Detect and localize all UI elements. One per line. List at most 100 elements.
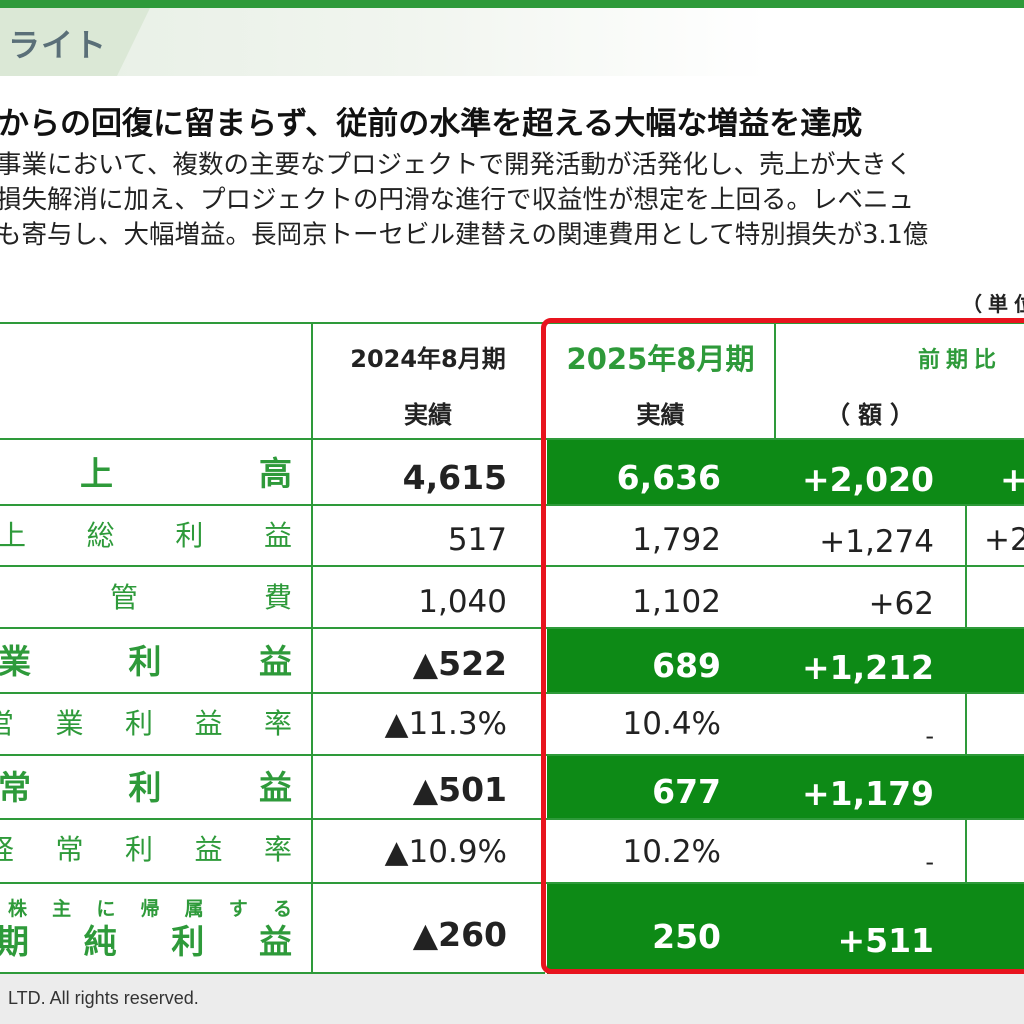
- table-header-divider: [0, 438, 1024, 440]
- table-col-divider: [965, 692, 967, 754]
- label-char: 率: [263, 707, 292, 740]
- label-char: 益: [194, 707, 223, 740]
- label-char: 利: [175, 519, 204, 552]
- label-char: 業: [55, 707, 84, 740]
- label-char: 上: [80, 454, 113, 493]
- table-row-divider: [0, 754, 1024, 756]
- label-char: 総: [86, 519, 115, 552]
- label-char: 益: [194, 833, 223, 866]
- label-char: 高: [259, 454, 292, 493]
- label-char: 益: [258, 922, 292, 961]
- label-char: 利: [124, 707, 153, 740]
- row-label-ordinary-income: 常 利 益: [0, 762, 292, 808]
- label-char: 益: [259, 768, 292, 807]
- cell-fy2024-net-income: ▲260: [412, 914, 507, 954]
- cell-fy2024-sales: 4,615: [402, 457, 507, 497]
- label-char: 率: [263, 833, 292, 866]
- label-char: 費: [263, 581, 292, 614]
- label-char: 上: [0, 519, 27, 552]
- summary-line: も寄与し、大幅増益。長岡京トーセビル建替えの関連費用として特別損失が3.1億: [0, 220, 929, 250]
- row-label-gross-profit: 上 総 利 益: [0, 512, 292, 556]
- label-char: 利: [171, 922, 205, 961]
- header-fy2025-sub: 実績: [636, 400, 685, 429]
- table-border-top: [0, 322, 1024, 324]
- summary-line: 損失解消に加え、プロジェクトの円滑な進行で収益性が想定を上回る。レベニュ: [0, 185, 915, 215]
- highlight-band-ordinary-income: [547, 755, 1024, 819]
- summary-text: 事業において、複数の主要なプロジェクトで開発活動が活発化し、売上が大きく 損失解…: [0, 148, 928, 253]
- cell-fy2025-ordinary-margin: 10.2%: [622, 834, 721, 870]
- cell-yoy-sga: +62: [868, 586, 934, 622]
- row-label-sga: 管 費: [110, 574, 292, 618]
- label-char: 業: [0, 642, 31, 681]
- label-char: 利: [128, 642, 162, 681]
- fy2025-highlight-frame: [541, 318, 1024, 974]
- unit-label: （単位: [962, 292, 1024, 316]
- cell-fy2024-operating-margin: ▲11.3%: [384, 706, 507, 742]
- row-label-net-income: 期 純 利 益: [0, 916, 292, 962]
- highlight-band-operating-income: [547, 628, 1024, 692]
- label-char: 属: [184, 898, 204, 920]
- cell-yoy-net-income: +511: [837, 920, 934, 960]
- cell-fy2025-sga: 1,102: [632, 584, 721, 620]
- table-border-bottom: [0, 972, 545, 974]
- header-fy2024-period: 2024年8月期: [350, 344, 506, 373]
- section-title: ライト: [8, 26, 108, 64]
- label-char: す: [228, 898, 248, 920]
- cell-fy2025-sales: 6,636: [616, 457, 721, 497]
- table-row-divider: [0, 882, 1024, 884]
- label-char: 株: [8, 898, 28, 920]
- header-yoy: 前期比: [918, 348, 1003, 373]
- cell-yoy-sales: +2,020: [801, 459, 934, 499]
- label-char: 常: [0, 768, 31, 807]
- cell-fy2024-operating-income: ▲522: [412, 643, 507, 683]
- top-accent-bar: [0, 0, 1024, 8]
- label-char: 常: [55, 833, 84, 866]
- header-yoy-amount: （額）: [826, 400, 922, 429]
- cell-fy2025-ordinary-income: 677: [652, 771, 721, 811]
- table-col-divider: [965, 818, 967, 882]
- label-char: 益: [259, 642, 292, 681]
- cell-yoy-operating-income: +1,212: [801, 647, 934, 687]
- summary-line: 事業において、複数の主要なプロジェクトで開発活動が活発化し、売上が大きく: [0, 150, 912, 180]
- table-row-divider: [0, 818, 1024, 820]
- cell-fy2025-gross-profit: 1,792: [632, 522, 721, 558]
- cell-yoy-ordinary-margin: -: [925, 848, 934, 876]
- label-char: 管: [110, 581, 139, 614]
- header-fy2024-sub: 実績: [404, 400, 452, 429]
- cell-fy2024-ordinary-income: ▲501: [412, 769, 507, 809]
- label-char: 帰: [140, 898, 160, 920]
- cell-fy2024-gross-profit: 517: [447, 522, 507, 558]
- label-char: に: [96, 898, 116, 920]
- table-row-divider: [0, 565, 1024, 567]
- cell-fy2025-net-income: 250: [652, 916, 721, 956]
- table-col-divider: [774, 322, 776, 438]
- cell-fy2025-operating-income: 689: [652, 645, 721, 685]
- row-label-operating-income: 業 利 益: [0, 636, 292, 682]
- cell-fy2024-sga: 1,040: [418, 584, 507, 620]
- label-char: 期: [0, 922, 29, 961]
- table-row-divider: [0, 627, 1024, 629]
- cell-yoy-ordinary-income: +1,179: [801, 773, 934, 813]
- cell-yoy-rate-gross-profit: +2: [984, 522, 1024, 558]
- label-char: 利: [124, 833, 153, 866]
- label-char: 主: [52, 898, 72, 920]
- row-sublabel-net-income: 株 主 に 帰 属 す る: [8, 894, 292, 920]
- header-fy2025-period: 2025年8月期: [566, 342, 755, 376]
- table-col-divider: [965, 504, 967, 628]
- footer-strip: [0, 974, 1024, 1024]
- label-char: 利: [128, 768, 162, 807]
- section-banner: [0, 8, 1024, 76]
- row-label-sales: 上 高: [80, 448, 292, 494]
- row-label-ordinary-margin: 経 常 利 益 率: [0, 826, 292, 870]
- cell-fy2024-ordinary-margin: ▲10.9%: [384, 834, 507, 870]
- table-row-divider: [0, 692, 1024, 694]
- cell-yoy-rate-sales: +: [1000, 459, 1024, 499]
- highlight-band-net-income: [547, 884, 1024, 974]
- table-col-divider: [311, 322, 313, 974]
- cell-yoy-gross-profit: +1,274: [819, 524, 934, 560]
- headline: からの回復に留まらず、従前の水準を超える大幅な増益を達成: [0, 106, 863, 142]
- cell-yoy-operating-margin: -: [925, 722, 934, 750]
- table-row-divider: [0, 504, 1024, 506]
- label-char: 経: [0, 833, 15, 866]
- label-char: る: [272, 898, 292, 920]
